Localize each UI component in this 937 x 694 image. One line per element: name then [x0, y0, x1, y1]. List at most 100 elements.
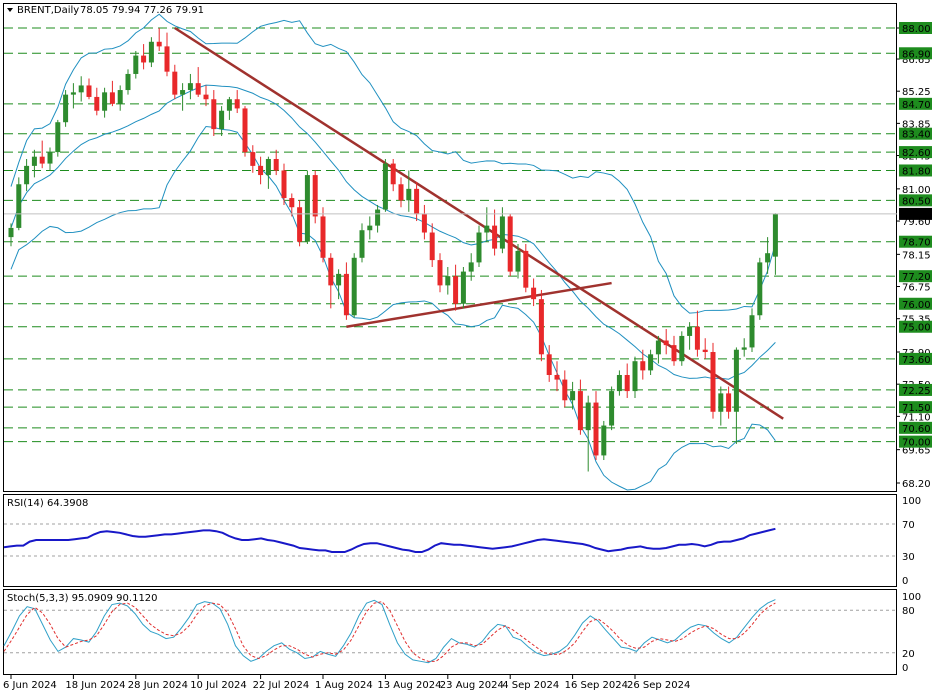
symbol-label: BRENT,Daily — [17, 5, 79, 16]
level-label-box — [899, 383, 932, 396]
rsi-panel-frame — [3, 494, 897, 587]
stoch-levels — [4, 609, 897, 654]
level-label-box — [899, 146, 932, 159]
candle-body — [414, 188, 420, 215]
candle-body — [78, 85, 84, 93]
rsi-tick-label: 30 — [902, 552, 915, 563]
level-label-box — [899, 235, 932, 248]
price-tick-label: 76.75 — [902, 283, 931, 294]
candle-body — [382, 163, 388, 210]
current-price-box — [899, 207, 932, 220]
candle-body — [8, 227, 14, 238]
candle-body — [492, 225, 498, 249]
stoch-tick-label: 100 — [902, 592, 921, 603]
candle-body — [538, 299, 544, 355]
candle-body — [250, 152, 256, 166]
candle-body — [328, 257, 334, 286]
price-tick-label: 68.20 — [902, 479, 931, 490]
level-label-box — [899, 194, 932, 207]
bollinger-upper — [10, 13, 776, 314]
candle-body — [570, 391, 576, 401]
x-tick-label: 13 Aug 2024 — [377, 680, 441, 691]
candle-body — [476, 232, 482, 263]
candle-body — [515, 250, 521, 272]
candle-body — [679, 335, 685, 362]
candle-body — [398, 184, 404, 201]
level-label: 76.00 — [902, 300, 931, 311]
rsi-line — [3, 527, 776, 553]
candle-body — [343, 273, 349, 316]
candle-body — [258, 165, 264, 176]
candle-body — [359, 230, 365, 258]
candle-body — [172, 71, 178, 95]
dropdown-triangle-icon[interactable] — [7, 8, 13, 12]
x-tick-label: 6 Jun 2024 — [3, 680, 57, 691]
candle-body — [234, 99, 240, 109]
candle-body — [694, 326, 700, 350]
candle-body — [195, 83, 201, 95]
level-label: 81.80 — [902, 166, 931, 177]
x-tick-label: 22 Jul 2024 — [253, 680, 310, 691]
candle-body — [281, 170, 287, 199]
price-levels — [4, 27, 897, 443]
candle-body — [39, 156, 45, 164]
candle-body — [663, 340, 669, 346]
candle-body — [616, 374, 622, 392]
bollinger-middle — [10, 84, 776, 380]
candle-body — [226, 99, 232, 111]
candle-body — [297, 207, 303, 242]
x-tick-label: 4 Sep 2024 — [502, 680, 559, 691]
level-label-box — [899, 47, 932, 60]
level-label: 84.70 — [902, 100, 931, 111]
candle-body — [577, 391, 583, 431]
candle-body — [687, 326, 693, 336]
candle-body — [47, 152, 53, 164]
candle-body — [94, 96, 100, 111]
candle-body — [421, 214, 427, 233]
stoch-title: Stoch(5,3,3) 95.0909 90.1120 — [7, 593, 158, 604]
candle-body — [141, 55, 147, 63]
candle-body — [406, 188, 412, 201]
candle-body — [554, 374, 560, 380]
candle-body — [624, 374, 630, 392]
price-tick-label: 85.25 — [902, 87, 931, 98]
stoch-panel: 100 80 20 0 Stoch(5,3,3) 95.0909 90.1120 — [3, 589, 921, 675]
candle-body — [320, 216, 326, 258]
bollinger-lower — [10, 125, 776, 491]
candle-body — [70, 92, 76, 95]
candle-body — [765, 253, 771, 263]
level-label: 83.40 — [902, 130, 931, 141]
stoch-tick-label: 0 — [902, 663, 908, 674]
level-label: 86.90 — [902, 49, 931, 60]
candle-body — [312, 175, 318, 217]
stoch-axis: 100 80 20 0 — [902, 592, 921, 674]
candle-body — [102, 92, 108, 111]
trendline — [346, 281, 612, 328]
candles — [8, 28, 778, 472]
candle-body — [219, 110, 225, 130]
candle-body — [351, 257, 357, 316]
candle-body — [772, 213, 778, 257]
rsi-polyline — [3, 527, 776, 553]
candle-body — [601, 425, 607, 456]
candle-body — [710, 352, 716, 412]
x-tick-label: 16 Sep 2024 — [565, 680, 628, 691]
candle-body — [468, 262, 474, 272]
candle-body — [562, 379, 568, 401]
candle-body — [187, 83, 193, 91]
price-tick-label: 71.10 — [902, 412, 931, 423]
candle-body — [546, 354, 552, 375]
level-label-box — [899, 401, 932, 414]
x-tick-label: 18 Jun 2024 — [65, 680, 125, 691]
candle-body — [86, 85, 92, 97]
candle-body — [640, 361, 646, 371]
level-label: 71.50 — [902, 403, 931, 414]
stoch-main-line — [3, 599, 776, 664]
level-label: 80.50 — [902, 196, 931, 207]
level-label: 70.60 — [902, 424, 931, 435]
candle-body — [265, 158, 271, 176]
candle-body — [741, 347, 747, 350]
candle-body — [585, 402, 591, 431]
level-label-box — [899, 320, 932, 333]
level-label-box — [899, 270, 932, 283]
